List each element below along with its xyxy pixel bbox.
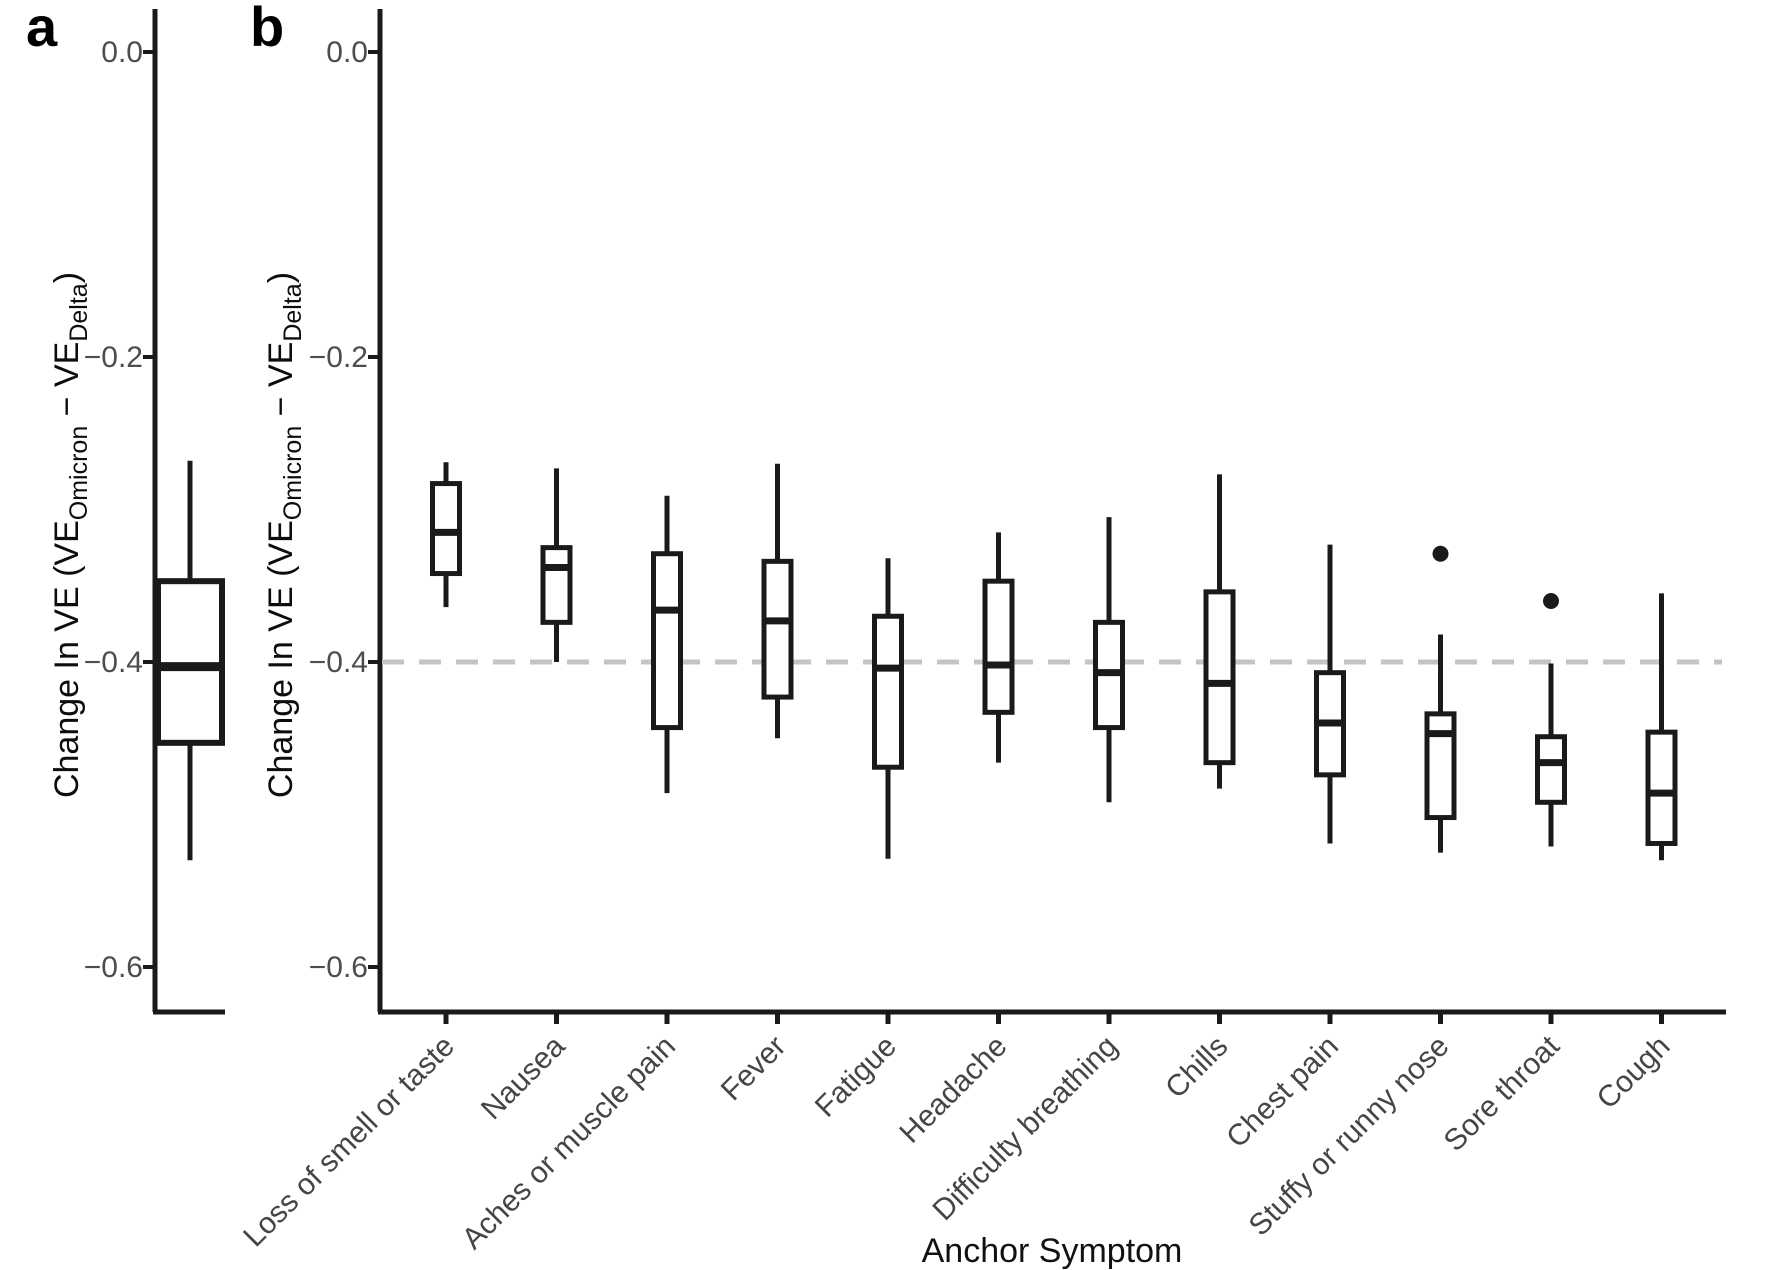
boxplot-overall — [155, 460, 225, 861]
x-tick-label: Difficulty breathing — [926, 1030, 1123, 1227]
x-tick-label: Chills — [1159, 1030, 1234, 1105]
y-tick-label: −0.2 — [309, 341, 368, 374]
outlier-point — [1432, 545, 1449, 562]
x-tick-label: Sore throat — [1438, 1029, 1567, 1158]
y-tick-label: −0.6 — [84, 951, 143, 984]
x-axis-title: Anchor Symptom — [922, 1232, 1183, 1270]
x-tick-label: Headache — [893, 1030, 1013, 1150]
boxplot-stuffy-or-runny-nose: Stuffy or runny nose — [1243, 545, 1457, 1243]
panel-b-label: b — [250, 0, 284, 58]
boxplot-cough: Cough — [1591, 593, 1678, 1116]
boxplot-headache: Headache — [893, 532, 1015, 1150]
panel-a-label: a — [26, 0, 58, 58]
iqr-box — [872, 613, 904, 770]
y-tick-label: −0.4 — [84, 646, 143, 679]
boxplot-sore-throat: Sore throat — [1438, 593, 1567, 1158]
x-tick-label: Fatigue — [809, 1030, 903, 1124]
iqr-box — [1424, 711, 1457, 821]
panel-b: 0.0 −0.2 −0.4 −0.6 Change In VE (VEOmicron −… — [237, 9, 1726, 1256]
y-axis-title: Change In VE (VEOmicron − VEDelta) — [262, 272, 307, 798]
iqr-box — [651, 551, 683, 731]
y-tick-label: 0.0 — [101, 36, 143, 69]
boxplot-fatigue: Fatigue — [809, 558, 904, 1124]
x-tick-label: Stuffy or runny nose — [1243, 1030, 1456, 1243]
iqr-box — [1535, 734, 1567, 805]
boxplot-difficulty-breathing: Difficulty breathing — [926, 517, 1125, 1227]
y-tick-label: −0.6 — [309, 951, 368, 984]
y-tick-label: −0.4 — [309, 646, 368, 679]
y-tick-label: −0.2 — [84, 341, 143, 374]
iqr-box — [761, 558, 794, 700]
x-tick-label: Cough — [1591, 1030, 1677, 1116]
x-tick-label: Fever — [715, 1030, 793, 1108]
iqr-box — [1203, 589, 1236, 766]
boxplot-nausea: Nausea — [475, 468, 573, 1126]
iqr-box — [155, 578, 225, 746]
x-tick-label: Aches or muscle pain — [456, 1030, 682, 1256]
boxplot-chest-pain: Chest pain — [1220, 544, 1346, 1154]
y-axis-title: Change In VE (VEOmicron − VEDelta) — [48, 272, 93, 798]
iqr-box — [540, 545, 573, 625]
y-tick-label: 0.0 — [326, 36, 368, 69]
iqr-box — [982, 578, 1015, 715]
iqr-box — [1645, 729, 1678, 846]
panel-a: 0.0 −0.2 −0.4 −0.6 Change In VE (VEOmicron −… — [48, 9, 225, 1015]
x-tick-label: Nausea — [475, 1029, 572, 1126]
outlier-point — [1543, 593, 1559, 609]
iqr-box — [430, 481, 462, 577]
x-tick-label: Loss of smell or taste — [237, 1030, 461, 1254]
